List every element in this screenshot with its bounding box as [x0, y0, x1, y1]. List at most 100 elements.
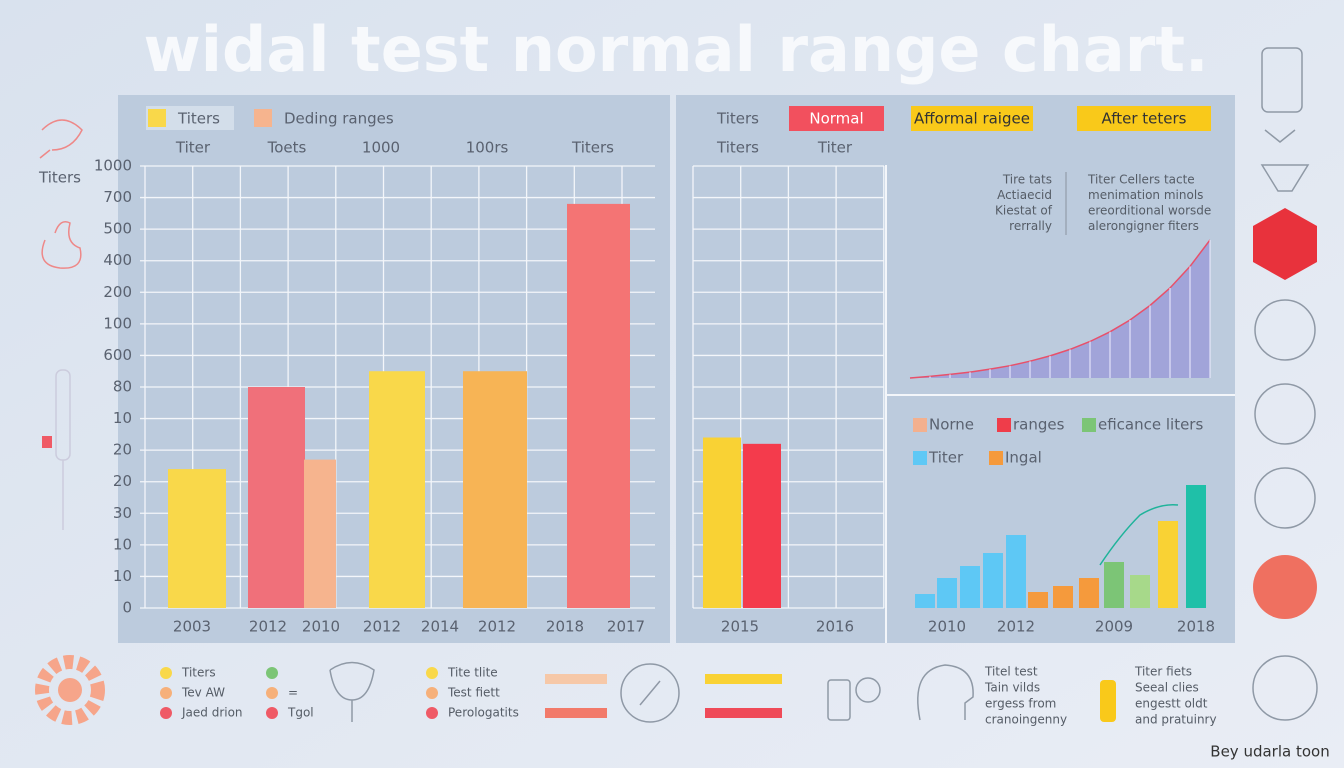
title: widal test normal range chart.: [143, 13, 1208, 86]
annotation: alerongigner fiters: [1088, 219, 1199, 233]
bar: [1158, 521, 1178, 608]
x-tick-label: 2012: [249, 618, 287, 636]
legend-label: Tite tlite: [447, 666, 498, 680]
y-tick-label: 500: [103, 220, 132, 238]
legend-dot: [160, 687, 172, 699]
legend-label: =: [288, 686, 298, 700]
x-tick-label: 2012: [363, 618, 401, 636]
annotation: rerrally: [1009, 219, 1052, 233]
x-tick-label: 2018: [1177, 618, 1215, 636]
bar: [1130, 575, 1150, 608]
y-tick-label: 80: [113, 378, 132, 396]
bar: [248, 387, 305, 608]
note: and pratuinry: [1135, 713, 1217, 727]
y-tick-label: 200: [103, 283, 132, 301]
bar: [1186, 485, 1206, 608]
legend-swatch: [913, 451, 927, 465]
bar: [567, 203, 630, 608]
legend-swatch: [148, 109, 166, 127]
y-tick-label: 600: [103, 346, 132, 364]
y-tick-label: 10: [113, 567, 132, 585]
annotation: ereorditional worsde: [1088, 204, 1211, 218]
column-header: 100rs: [466, 139, 509, 157]
legend-label: Norne: [929, 416, 974, 434]
annotation: Titer Cellers tacte: [1087, 173, 1195, 187]
legend-swatch: [997, 418, 1011, 432]
area: [910, 240, 1210, 378]
y-tick-label: 10: [113, 535, 132, 553]
legend-strip: [545, 708, 607, 718]
note: ergess from: [985, 697, 1056, 711]
legend-label: After teters: [1102, 110, 1187, 128]
right-icons: [1252, 47, 1318, 721]
legend-label: eficance liters: [1098, 416, 1203, 434]
bar: [168, 469, 226, 608]
legend-label: Titers: [181, 666, 216, 680]
note: Tain vilds: [984, 681, 1040, 695]
legend-label: Normal: [809, 110, 863, 128]
note: engestt oldt: [1135, 697, 1208, 711]
x-tick-label: 2010: [302, 618, 340, 636]
legend-dot: [266, 707, 278, 719]
annotation: Kiestat of: [995, 204, 1053, 218]
bottom-icons: [329, 661, 1116, 723]
y-tick-label: 20: [113, 472, 132, 490]
x-tick-label: 2012: [478, 618, 516, 636]
x-tick-label: 2015: [721, 618, 759, 636]
legend-label: Tev AW: [181, 686, 225, 700]
bar: [1006, 535, 1026, 608]
legend-box: [789, 106, 884, 131]
x-tick-label: 2012: [997, 618, 1035, 636]
legend-dot: [426, 667, 438, 679]
legend-swatch: [254, 109, 272, 127]
y-tick-label: 20: [113, 441, 132, 459]
bar: [1104, 562, 1124, 608]
legend-strip: [705, 708, 782, 718]
y-tick-label: 700: [103, 188, 132, 206]
legend-swatch: [913, 418, 927, 432]
trend-arrow: [1099, 503, 1179, 566]
x-tick-label: 2003: [173, 618, 211, 636]
y-tick-label: 1000: [94, 157, 132, 175]
legend-label: Ingal: [1005, 449, 1042, 467]
header: Titers: [716, 110, 759, 128]
legend-dot: [266, 667, 278, 679]
footer: Bey udarla toon: [1210, 743, 1329, 761]
legend-box: [911, 106, 1033, 131]
x-tick-label: 2014: [421, 618, 459, 636]
bar: [1028, 592, 1048, 608]
note: Titel test: [984, 665, 1038, 679]
bar: [1053, 586, 1073, 608]
annotation: Tire tats: [1002, 173, 1052, 187]
legend-label: Jaed drion: [181, 706, 243, 720]
annotation: Actiaecid: [997, 188, 1052, 202]
x-tick-label: 2016: [816, 618, 854, 636]
legend-label: Deding ranges: [284, 110, 394, 128]
bar: [915, 594, 935, 608]
bar: [703, 437, 741, 608]
bar: [304, 459, 336, 608]
legend-label: Perologatits: [448, 706, 519, 720]
y-tick-label: 30: [113, 504, 132, 522]
legend-dot: [426, 707, 438, 719]
y-tick-label: 10: [113, 409, 132, 427]
column-header: 1000: [362, 139, 400, 157]
legend-strip: [545, 674, 607, 684]
legend-swatch: [1082, 418, 1096, 432]
column-header: Toets: [267, 139, 307, 157]
note: cranoingenny: [985, 713, 1067, 727]
legend-swatch: [989, 451, 1003, 465]
badge-icon: [1253, 555, 1317, 619]
area-line: [909, 239, 1211, 379]
x-tick-label: 2017: [607, 618, 645, 636]
legend-label: Titer: [928, 449, 964, 467]
legend-dot: [266, 687, 278, 699]
legend-box: [1077, 106, 1211, 131]
x-tick-label: 2018: [546, 618, 584, 636]
legend-label: ranges: [1013, 416, 1065, 434]
column-header: Titer: [817, 139, 853, 157]
side-label: Titers: [38, 169, 81, 187]
bar: [743, 443, 781, 608]
bar: [463, 371, 527, 608]
